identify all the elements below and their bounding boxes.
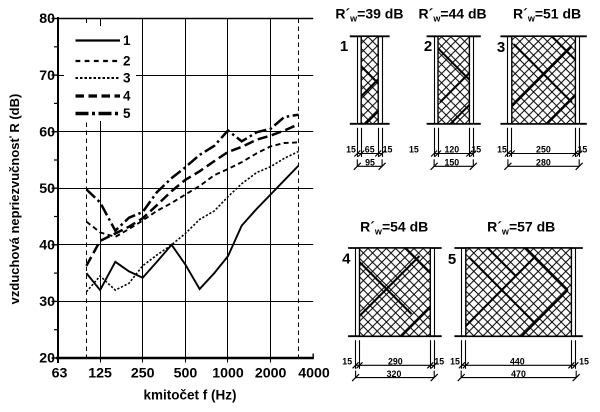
svg-text:1: 1: [340, 38, 348, 55]
svg-text:15: 15: [409, 145, 419, 155]
svg-text:65: 65: [365, 145, 375, 155]
svg-text:80: 80: [39, 11, 55, 27]
svg-text:15: 15: [450, 357, 460, 367]
svg-text:2: 2: [424, 38, 432, 55]
svg-text:2000: 2000: [255, 366, 287, 382]
svg-text:320: 320: [387, 369, 402, 379]
svg-text:150: 150: [444, 158, 459, 168]
svg-text:50: 50: [39, 181, 55, 197]
svg-text:5: 5: [123, 106, 131, 121]
svg-text:15: 15: [342, 357, 352, 367]
svg-text:1: 1: [123, 33, 131, 48]
svg-text:250: 250: [536, 145, 551, 155]
svg-text:95: 95: [365, 158, 375, 168]
svg-text:4: 4: [123, 89, 131, 104]
svg-text:120: 120: [444, 145, 459, 155]
svg-text:15: 15: [383, 145, 393, 155]
svg-text:R´w=39 dB: R´w=39 dB: [335, 6, 403, 24]
svg-text:290: 290: [388, 357, 403, 367]
svg-text:vzduchová nepriezvučnosť R (dB: vzduchová nepriezvučnosť R (dB): [7, 94, 22, 305]
svg-text:15: 15: [578, 145, 588, 155]
svg-text:280: 280: [536, 158, 551, 168]
svg-text:250: 250: [131, 366, 155, 382]
svg-text:15: 15: [579, 357, 589, 367]
svg-text:15: 15: [471, 145, 481, 155]
svg-text:5: 5: [448, 251, 456, 268]
svg-text:R´w=54 dB: R´w=54 dB: [360, 219, 428, 237]
svg-text:500: 500: [174, 366, 198, 382]
svg-text:20: 20: [39, 351, 55, 367]
svg-text:40: 40: [39, 238, 55, 254]
svg-text:15: 15: [434, 357, 444, 367]
svg-text:1000: 1000: [212, 366, 244, 382]
svg-text:125: 125: [88, 366, 112, 382]
svg-text:3: 3: [123, 71, 131, 86]
svg-text:2: 2: [123, 54, 131, 69]
svg-text:R´w=44 dB: R´w=44 dB: [419, 6, 487, 24]
svg-text:R´w=57 dB: R´w=57 dB: [487, 219, 555, 237]
svg-text:3: 3: [497, 39, 505, 56]
svg-text:60: 60: [39, 124, 55, 140]
svg-text:70: 70: [39, 68, 55, 84]
svg-text:4: 4: [342, 251, 351, 268]
svg-text:63: 63: [52, 366, 68, 382]
svg-text:R´w=51 dB: R´w=51 dB: [513, 6, 581, 24]
svg-text:30: 30: [39, 294, 55, 310]
svg-text:15: 15: [497, 145, 507, 155]
svg-text:kmitočet f (Hz): kmitočet f (Hz): [143, 388, 236, 403]
svg-text:15: 15: [346, 145, 356, 155]
svg-text:4000: 4000: [298, 366, 330, 382]
svg-text:470: 470: [511, 369, 526, 379]
svg-text:440: 440: [510, 357, 525, 367]
